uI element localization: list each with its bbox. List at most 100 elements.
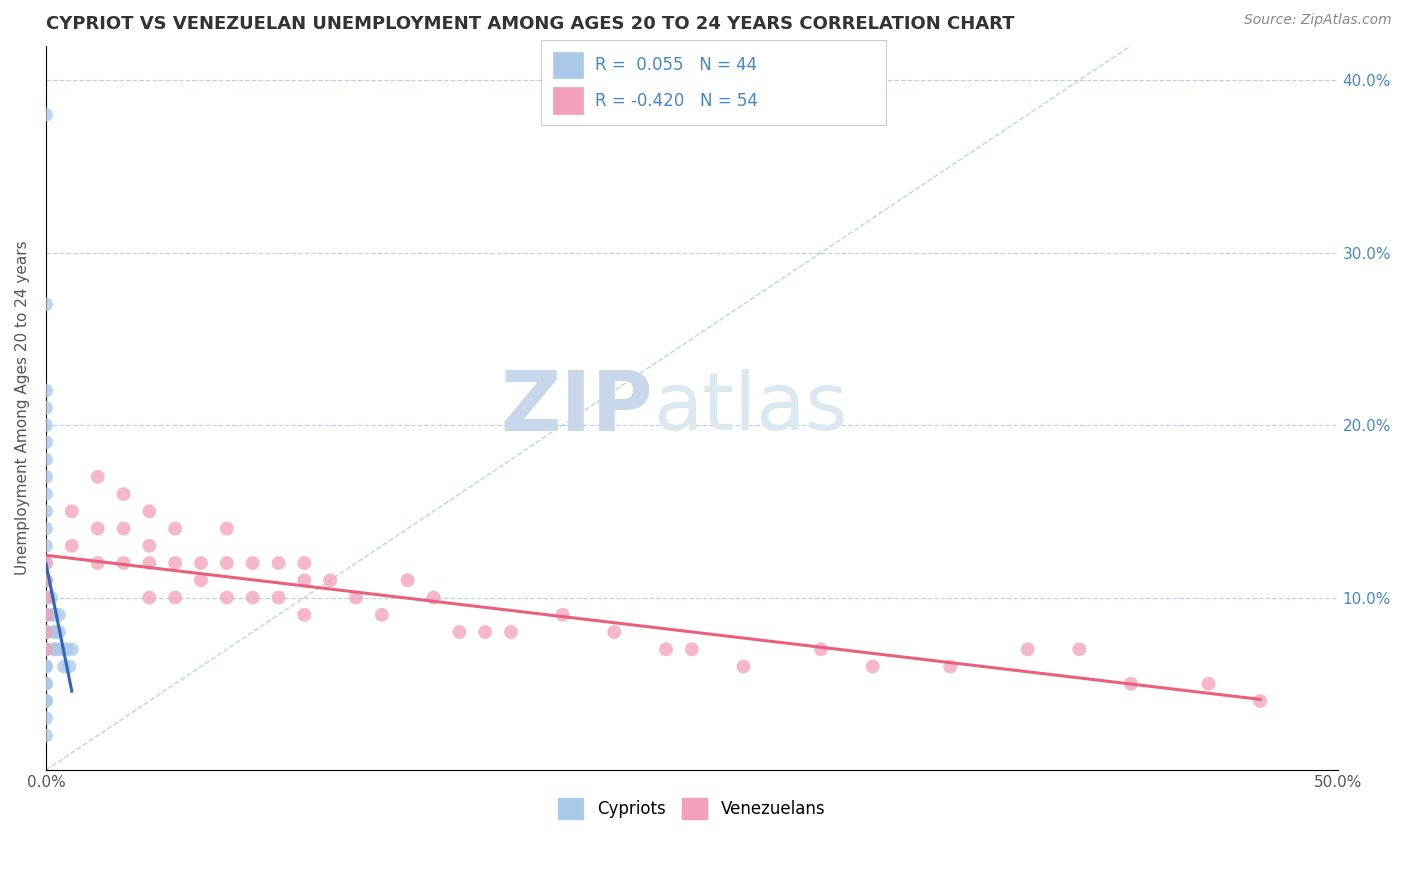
Point [1249,694,1271,708]
Point [55,642,77,657]
Point [422,591,444,605]
Point [35,729,58,743]
Point [190,556,212,570]
Point [165,591,187,605]
Point [35,591,58,605]
Point [60,504,83,518]
Point [42,642,65,657]
Point [138,539,160,553]
Text: R = -0.420   N = 54: R = -0.420 N = 54 [595,92,758,110]
Text: R =  0.055   N = 44: R = 0.055 N = 44 [595,56,756,74]
Point [45,642,67,657]
Point [35,625,58,640]
Point [86,556,108,570]
Text: Source: ZipAtlas.com: Source: ZipAtlas.com [1244,13,1392,28]
Point [35,694,58,708]
Point [39,607,62,622]
Point [292,574,315,588]
Point [35,487,58,501]
Point [939,659,962,673]
Point [53,659,76,673]
Y-axis label: Unemployment Among Ages 20 to 24 years: Unemployment Among Ages 20 to 24 years [15,241,30,575]
Point [35,556,58,570]
Point [35,591,58,605]
Point [1119,677,1142,691]
Point [35,452,58,467]
Point [215,522,238,536]
Point [35,401,58,415]
Text: CYPRIOT VS VENEZUELAN UNEMPLOYMENT AMONG AGES 20 TO 24 YEARS CORRELATION CHART: CYPRIOT VS VENEZUELAN UNEMPLOYMENT AMONG… [46,15,1015,33]
Point [551,607,574,622]
Point [48,607,70,622]
Point [35,435,58,450]
Point [810,642,832,657]
Point [35,470,58,484]
Point [42,625,65,640]
Point [45,625,67,640]
Point [655,642,678,657]
Point [371,607,394,622]
Point [35,418,58,433]
Point [39,591,62,605]
Point [35,574,58,588]
Point [344,591,367,605]
Point [35,711,58,725]
Point [862,659,884,673]
Point [1017,642,1039,657]
Point [1198,677,1220,691]
Point [35,607,58,622]
Point [35,556,58,570]
Point [681,642,703,657]
Point [48,625,70,640]
Point [35,677,58,691]
Point [51,642,73,657]
Point [1069,642,1091,657]
Point [60,539,83,553]
Point [449,625,471,640]
Point [35,539,58,553]
Point [35,642,58,657]
Point [35,607,58,622]
Point [138,591,160,605]
Point [58,659,80,673]
Point [292,607,315,622]
Point [499,625,522,640]
Point [215,556,238,570]
Point [86,522,108,536]
Point [319,574,342,588]
Point [35,677,58,691]
Point [138,504,160,518]
Text: ZIP: ZIP [501,368,652,449]
Point [42,607,65,622]
Point [35,659,58,673]
Point [396,574,419,588]
Text: atlas: atlas [652,368,848,447]
Point [35,591,58,605]
Point [35,504,58,518]
Point [35,625,58,640]
Point [35,642,58,657]
Point [733,659,755,673]
Point [35,574,58,588]
Point [267,591,290,605]
Point [242,556,264,570]
Point [60,642,83,657]
Legend: Cypriots, Venezuelans: Cypriots, Venezuelans [550,789,834,827]
Point [35,659,58,673]
Point [112,556,135,570]
Point [35,522,58,536]
Point [86,470,108,484]
Point [138,556,160,570]
Point [165,522,187,536]
Point [112,522,135,536]
Point [215,591,238,605]
Point [242,591,264,605]
Point [292,556,315,570]
Point [267,556,290,570]
Point [35,297,58,311]
Point [35,694,58,708]
Point [35,625,58,640]
Point [35,642,58,657]
Point [35,607,58,622]
Point [474,625,496,640]
